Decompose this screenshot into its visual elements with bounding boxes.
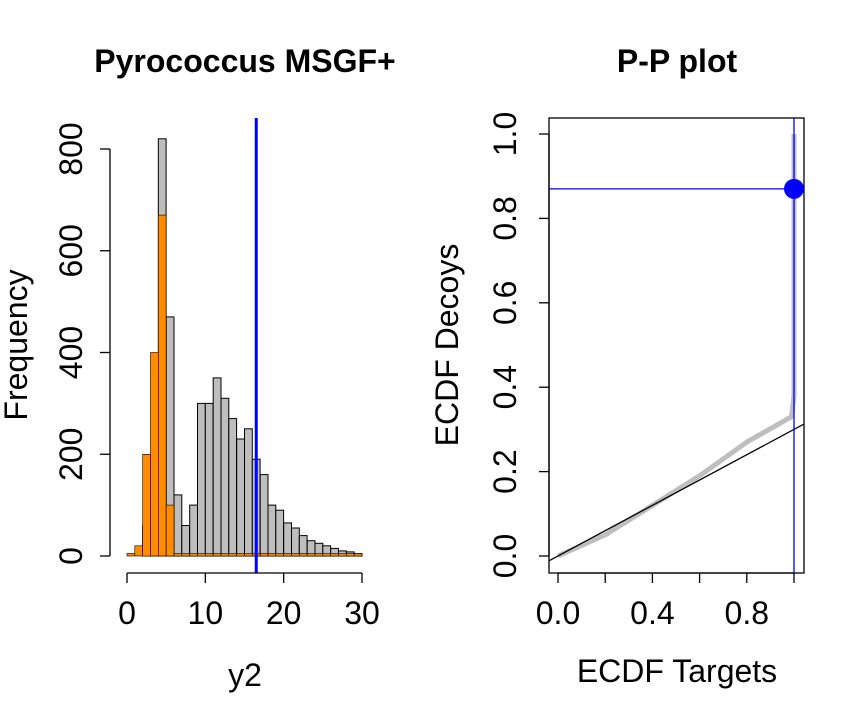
gray-bar bbox=[244, 428, 253, 557]
gray-bar bbox=[298, 535, 308, 557]
x-axis: 0.0 0.4 0.8 bbox=[536, 572, 795, 631]
x-tick-label: 20 bbox=[266, 595, 302, 631]
orange-bar bbox=[306, 553, 316, 557]
orange-bar bbox=[267, 553, 277, 557]
y-tick-label: 1.0 bbox=[487, 112, 523, 156]
gray-bar bbox=[181, 525, 191, 557]
histogram-panel: Pyrococcus MSGF+ 0 10 20 30 0 200 400 600 800 y… bbox=[0, 43, 396, 693]
x-axis-label: ECDF Targets bbox=[577, 653, 777, 689]
y-axis-label: ECDF Decoys bbox=[429, 244, 465, 447]
orange-bar bbox=[298, 553, 308, 557]
orange-bar bbox=[173, 553, 183, 557]
orange-bar bbox=[330, 553, 339, 557]
orange-bar bbox=[205, 553, 214, 557]
orange-bar bbox=[275, 553, 284, 557]
gray-bar bbox=[212, 377, 222, 557]
x-tick-label: 0.8 bbox=[725, 595, 769, 631]
marker-point bbox=[784, 178, 804, 199]
x-axis-label: y2 bbox=[228, 657, 262, 693]
orange-bar bbox=[126, 553, 136, 557]
y-axis-label: Frequency bbox=[0, 269, 34, 420]
y-tick-label: 200 bbox=[53, 428, 89, 481]
orange-bar bbox=[220, 553, 230, 557]
orange-bar bbox=[158, 214, 167, 557]
gray-bar bbox=[220, 397, 230, 557]
x-tick-label: 0.4 bbox=[630, 595, 674, 631]
pp-plot-panel: P-P plot 0.0 0.4 0.8 0.0 0.2 0.4 0.6 0.8 1.0 EC… bbox=[429, 43, 805, 689]
gray-bar bbox=[259, 474, 269, 557]
gray-bar bbox=[236, 438, 245, 557]
orange-bar bbox=[165, 504, 175, 557]
plot-box bbox=[548, 117, 805, 574]
x-tick-label: 10 bbox=[188, 595, 224, 631]
x-tick-label: 0.0 bbox=[536, 595, 580, 631]
orange-bar bbox=[212, 553, 222, 557]
y-tick-label: 0.0 bbox=[487, 534, 523, 578]
orange-bar bbox=[322, 553, 331, 557]
y-tick-label: 0 bbox=[53, 547, 89, 565]
gray-bar bbox=[283, 522, 293, 557]
reference-line bbox=[548, 423, 804, 562]
gray-bar bbox=[189, 504, 198, 557]
x-tick-label: 0 bbox=[118, 595, 136, 631]
y-tick-label: 0.2 bbox=[487, 449, 523, 493]
gray-bar bbox=[173, 494, 183, 557]
orange-bar bbox=[338, 553, 347, 557]
orange-bar bbox=[181, 553, 190, 557]
orange-bar bbox=[197, 553, 206, 557]
orange-bar bbox=[244, 553, 253, 557]
gray-bars bbox=[142, 138, 363, 557]
orange-bar bbox=[228, 553, 237, 557]
pp-plot-content bbox=[548, 118, 804, 573]
y-tick-label: 800 bbox=[53, 122, 89, 175]
orange-bar bbox=[345, 553, 355, 557]
y-axis: 0 200 400 600 800 bbox=[53, 122, 111, 565]
gray-bar bbox=[275, 509, 285, 557]
orange-bar bbox=[283, 553, 292, 557]
y-tick-label: 400 bbox=[53, 326, 89, 379]
y-tick-label: 0.6 bbox=[487, 281, 523, 325]
gray-bar bbox=[197, 402, 206, 557]
orange-bar bbox=[291, 553, 300, 557]
orange-bar bbox=[189, 553, 198, 557]
gray-bar bbox=[267, 504, 277, 557]
gray-bar bbox=[204, 402, 214, 557]
gray-bar bbox=[228, 418, 238, 557]
gray-bar bbox=[291, 527, 300, 557]
orange-bar bbox=[150, 352, 159, 557]
y-tick-label: 600 bbox=[53, 224, 89, 277]
orange-bar bbox=[353, 553, 363, 557]
orange-bar bbox=[314, 553, 324, 557]
histogram-title: Pyrococcus MSGF+ bbox=[94, 43, 395, 79]
orange-bar bbox=[134, 545, 143, 557]
y-axis: 0.0 0.2 0.4 0.6 0.8 1.0 bbox=[487, 112, 550, 578]
y-tick-label: 0.8 bbox=[487, 196, 523, 240]
x-tick-label: 30 bbox=[344, 595, 380, 631]
orange-bar bbox=[142, 453, 151, 557]
pp-plot-title: P-P plot bbox=[617, 43, 738, 79]
orange-bar bbox=[259, 553, 269, 557]
orange-bar bbox=[236, 553, 245, 557]
x-axis: 0 10 20 30 bbox=[118, 572, 380, 631]
y-tick-label: 0.4 bbox=[487, 365, 523, 409]
